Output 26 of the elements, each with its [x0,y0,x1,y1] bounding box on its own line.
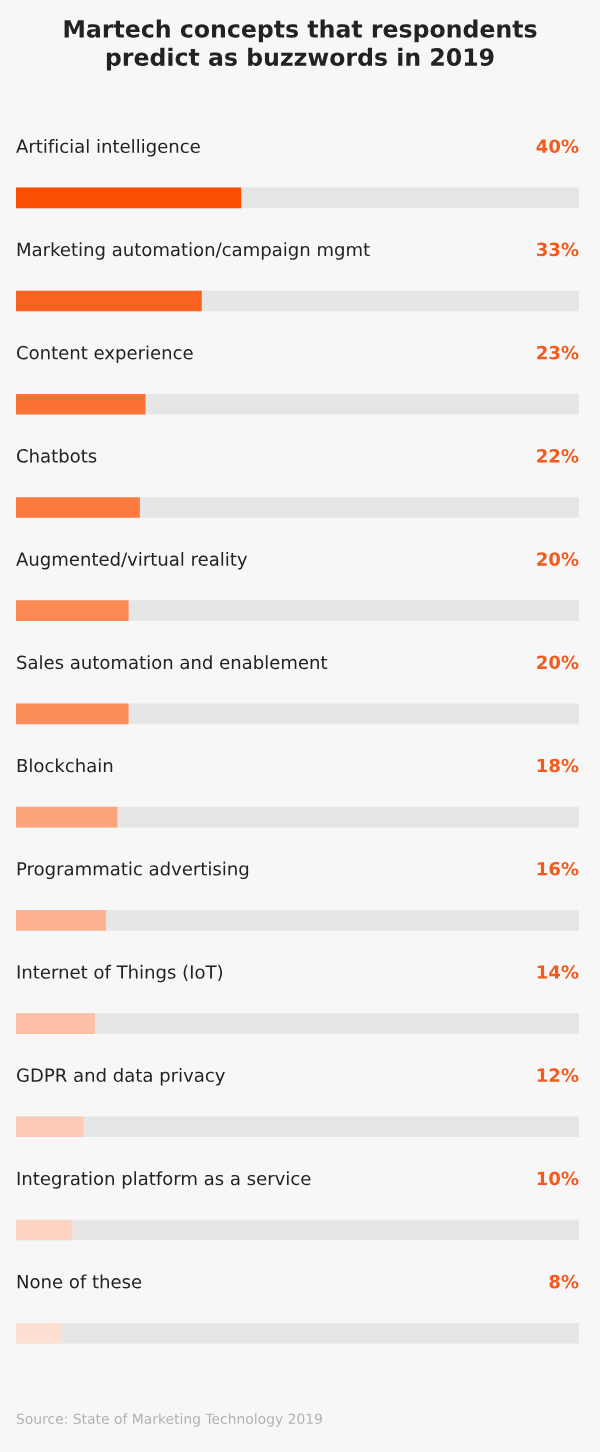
data-label: 16% [537,861,579,876]
data-label: 18% [537,758,579,773]
data-label: 33% [536,242,579,257]
y-tick-label: Marketing automation/campaign mgmt [17,242,370,260]
y-tick-label: Programmatic advertising [17,861,249,880]
source-note: Source: State of Marketing Technology 2019 [16,1413,322,1427]
data-label: 20% [537,655,579,670]
data-label: 8% [549,1274,579,1289]
y-tick-label: Internet of Things (IoT) [17,964,223,983]
chart-title: Martech concepts that respondents predict as buzzwords in 2019 [64,19,537,71]
y-tick-label: Content experience [17,345,193,363]
y-tick-label: GDPR and data privacy [17,1068,225,1086]
data-label: 10% [537,1171,579,1186]
y-tick-label: Artificial intelligence [16,139,200,157]
data-label: 23% [537,345,579,360]
data-label: 22% [537,449,579,463]
data-label: 20% [537,552,579,566]
y-tick-label: Sales automation and enablement [17,655,328,670]
y-tick-label: Chatbots [17,448,97,463]
y-tick-label: Integration platform as a service [17,1171,311,1189]
y-tick-label: Augmented/virtual reality [16,551,248,570]
y-tick-label: None of these [17,1274,142,1289]
data-label: 12% [537,1068,579,1083]
data-label: 14% [537,965,579,979]
y-tick-label: Blockchain [17,758,113,773]
data-label: 40% [536,139,579,154]
